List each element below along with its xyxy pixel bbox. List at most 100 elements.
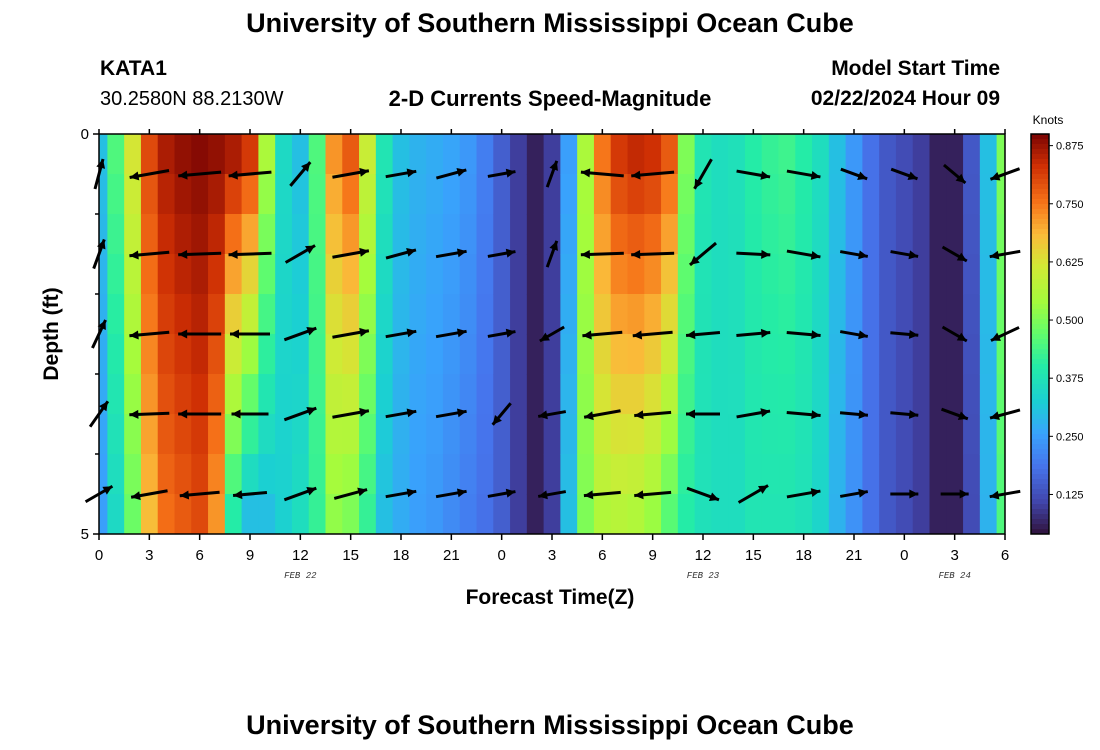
heatmap-cell — [359, 214, 377, 255]
heatmap-cell — [124, 494, 142, 535]
heatmap-cell — [308, 334, 326, 375]
heatmap-cell — [157, 494, 175, 535]
heatmap-cell — [996, 174, 1006, 215]
heatmap-cell — [476, 454, 494, 495]
current-vector — [129, 169, 170, 181]
heatmap-cell — [761, 254, 779, 295]
heatmap-cell — [912, 174, 930, 215]
x-tick-label: 12 — [695, 547, 712, 564]
colorbar-segment — [1031, 234, 1049, 240]
heatmap-cell — [208, 454, 226, 495]
heatmap-cell — [979, 334, 998, 375]
current-vector — [435, 408, 467, 419]
colorbar-segment — [1031, 409, 1049, 415]
colorbar-segment — [1031, 469, 1049, 475]
heatmap-cell — [761, 374, 779, 415]
current-vector — [890, 409, 919, 419]
heatmap-cell — [493, 334, 511, 375]
heatmap-cell — [291, 174, 310, 215]
heatmap-cell — [191, 134, 209, 175]
heatmap-cell — [677, 134, 696, 175]
heatmap-cell — [392, 414, 410, 455]
current-vector — [580, 249, 624, 259]
heatmap-cell — [862, 134, 880, 175]
heatmap-cell — [157, 174, 175, 215]
colorbar-segment — [1031, 514, 1049, 520]
heatmap-cell — [275, 334, 293, 375]
heatmap-cell — [677, 294, 696, 335]
heatmap-cell — [862, 454, 880, 495]
heatmap-cell — [912, 294, 930, 335]
heatmap-cell — [694, 374, 712, 415]
heatmap-cell — [627, 494, 645, 535]
heatmap-cell — [946, 294, 964, 335]
current-vector — [693, 158, 713, 190]
heatmap-cell — [677, 414, 696, 455]
heatmap-cell — [929, 454, 947, 495]
heatmap-cell — [99, 414, 108, 455]
heatmap-cell — [258, 334, 276, 375]
heatmap-cell — [845, 494, 863, 535]
heatmap-cell — [661, 174, 679, 215]
heatmap-cell — [107, 334, 125, 375]
heatmap-cell — [258, 214, 276, 255]
heatmap-cell — [828, 174, 847, 215]
heatmap-cell — [510, 454, 528, 495]
heatmap-cell — [744, 214, 763, 255]
heatmap-cell — [476, 174, 494, 215]
heatmap-cell — [644, 294, 662, 335]
heatmap-cell — [828, 134, 847, 175]
date-label: FEB 22 — [284, 571, 317, 581]
heatmap-cell — [895, 174, 914, 215]
heatmap-cell — [979, 174, 998, 215]
heatmap-cell — [107, 254, 125, 295]
heatmap-cell — [644, 494, 662, 535]
colorbar-segment — [1031, 509, 1049, 515]
heatmap-cell — [224, 494, 243, 535]
heatmap-cell — [191, 414, 209, 455]
heatmap-cell — [795, 294, 813, 335]
heatmap-cell — [375, 494, 394, 535]
heatmap-cell — [258, 174, 276, 215]
heatmap-cell — [442, 134, 461, 175]
colorbar-segment — [1031, 339, 1049, 345]
heatmap-cell — [761, 494, 779, 535]
colorbar-segment — [1031, 389, 1049, 395]
heatmap-cell — [694, 454, 712, 495]
current-vector — [634, 490, 672, 500]
heatmap-cell — [845, 454, 863, 495]
heatmap-cell — [140, 214, 159, 255]
heatmap-cell — [476, 214, 494, 255]
heatmap-cell — [996, 494, 1006, 535]
heatmap-cell — [459, 374, 477, 415]
colorbar-segment — [1031, 344, 1049, 350]
heatmap-cell — [728, 214, 746, 255]
heatmap-cell — [157, 334, 175, 375]
heatmap-cell — [476, 494, 494, 535]
colorbar-segment — [1031, 214, 1049, 220]
heatmap-cell — [577, 294, 595, 335]
heatmap-cell — [291, 254, 310, 295]
heatmap-cell — [375, 414, 394, 455]
heatmap-cell — [99, 254, 108, 295]
heatmap-cell — [577, 414, 595, 455]
current-vector — [839, 409, 869, 419]
current-vector — [491, 402, 512, 426]
current-vector — [537, 490, 567, 500]
heatmap-cell — [191, 334, 209, 375]
heatmap-cell — [996, 414, 1006, 455]
heatmap-cell — [644, 334, 662, 375]
heatmap-cell — [99, 214, 108, 255]
heatmap-cell — [442, 254, 461, 295]
heatmap-cell — [526, 334, 545, 375]
heatmap-cell — [409, 294, 427, 335]
heatmap-cell — [308, 254, 326, 295]
current-vector — [385, 168, 417, 179]
heatmap-cell — [661, 334, 679, 375]
colorbar-segment — [1031, 459, 1049, 465]
heatmap-cell — [426, 254, 444, 295]
heatmap-cell — [560, 414, 578, 455]
heatmap-cell — [308, 294, 326, 335]
current-vector — [840, 167, 868, 181]
colorbar-segment — [1031, 164, 1049, 170]
